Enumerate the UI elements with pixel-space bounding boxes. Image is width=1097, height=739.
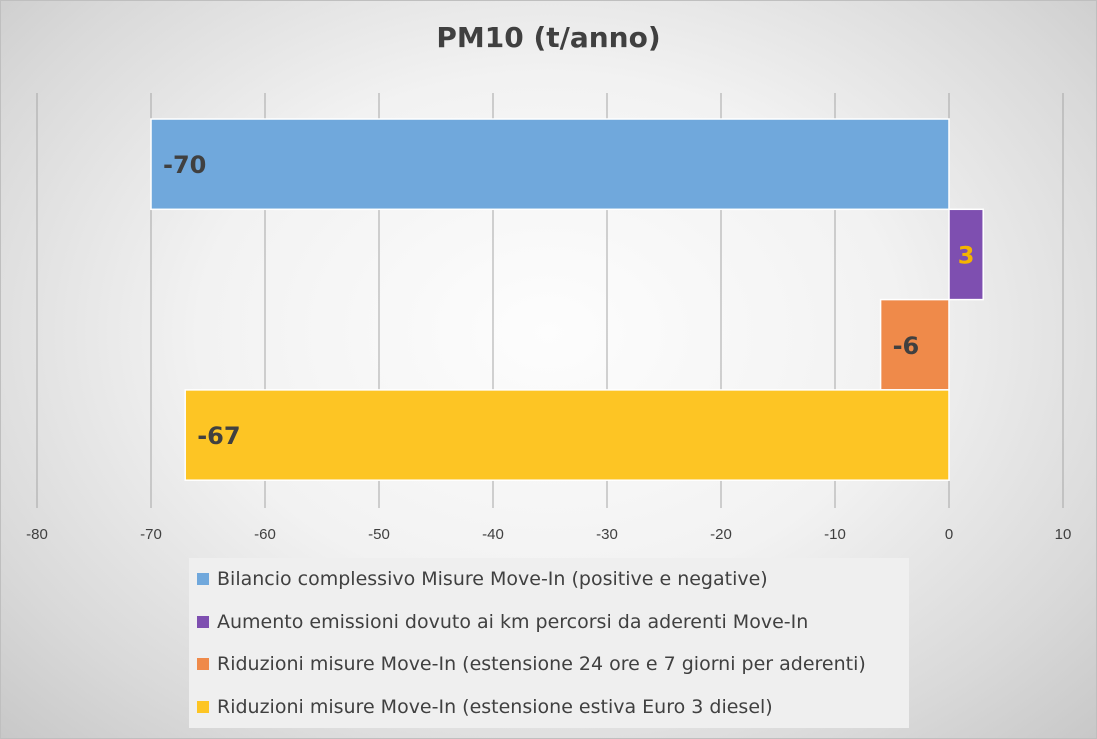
- x-tick-label: -80: [26, 526, 48, 543]
- legend-item: Bilancio complessivo Misure Move-In (pos…: [189, 558, 909, 601]
- bar: [948, 208, 984, 301]
- data-label: 3: [958, 241, 975, 269]
- legend-swatch: [197, 700, 209, 713]
- legend-swatch: [197, 615, 209, 628]
- legend-item: Riduzioni misure Move-In (estensione 24 …: [189, 643, 909, 686]
- x-tick-label: -60: [254, 526, 276, 543]
- legend-item: Riduzioni misure Move-In (estensione est…: [189, 686, 909, 729]
- legend-label: Riduzioni misure Move-In (estensione 24 …: [217, 653, 866, 676]
- chart-title: PM10 (t/anno): [436, 21, 661, 54]
- x-tick-label: 0: [945, 526, 953, 543]
- legend-label: Aumento emissioni dovuto ai km percorsi …: [217, 610, 809, 633]
- legend-item: Aumento emissioni dovuto ai km percorsi …: [189, 601, 909, 644]
- x-tick-label: -10: [824, 526, 846, 543]
- legend-label: Riduzioni misure Move-In (estensione est…: [217, 695, 773, 718]
- x-tick-label: -20: [710, 526, 732, 543]
- x-tick-label: -70: [140, 526, 162, 543]
- x-tick-label: -40: [482, 526, 504, 543]
- x-tick-label: -50: [368, 526, 390, 543]
- legend-label: Bilancio complessivo Misure Move-In (pos…: [217, 568, 768, 591]
- data-label: -67: [197, 422, 240, 450]
- data-label: -70: [163, 151, 206, 179]
- data-label: -6: [893, 332, 920, 360]
- x-tick-label: -30: [596, 526, 618, 543]
- x-tick-label: 10: [1055, 526, 1072, 543]
- legend-swatch: [197, 573, 209, 586]
- legend-swatch: [197, 658, 209, 671]
- bar: [150, 118, 950, 211]
- bar: [184, 389, 950, 481]
- legend: Bilancio complessivo Misure Move-In (pos…: [189, 558, 909, 728]
